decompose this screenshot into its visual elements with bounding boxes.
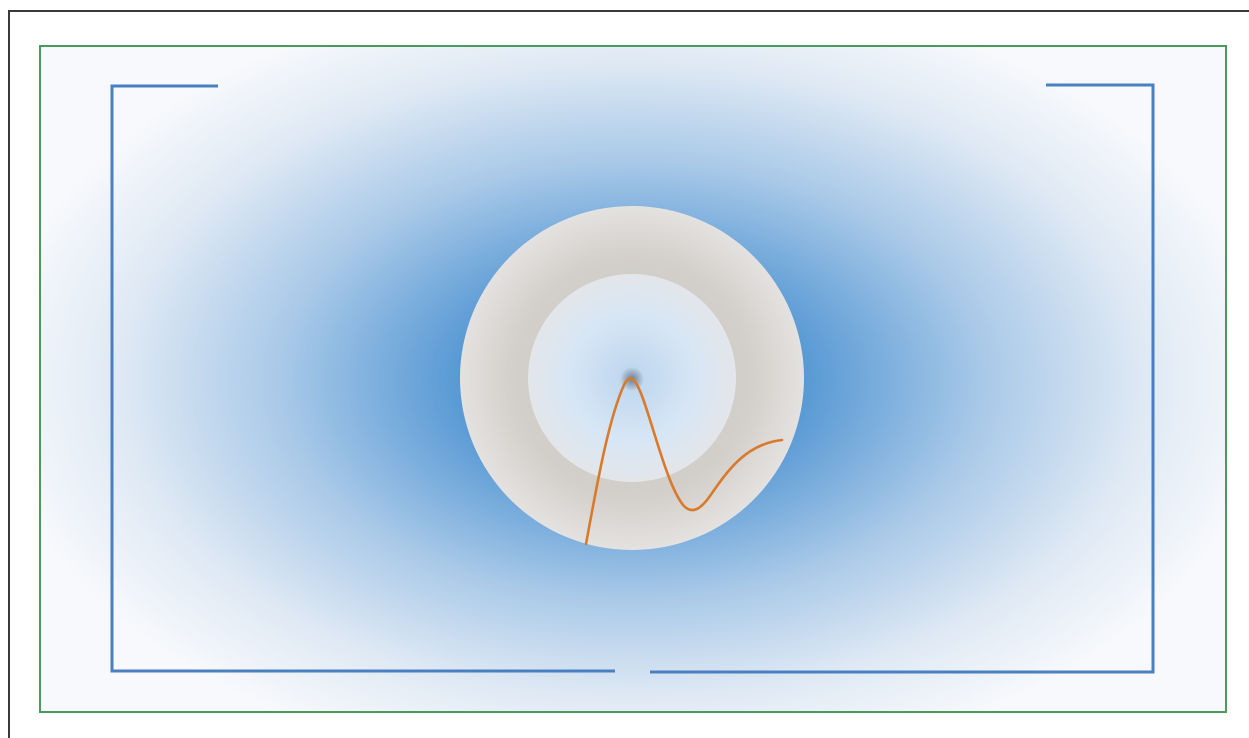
left-bracket (110, 84, 615, 673)
response-curve (584, 377, 784, 546)
right-bracket (650, 83, 1155, 674)
outer-border (39, 45, 1227, 713)
